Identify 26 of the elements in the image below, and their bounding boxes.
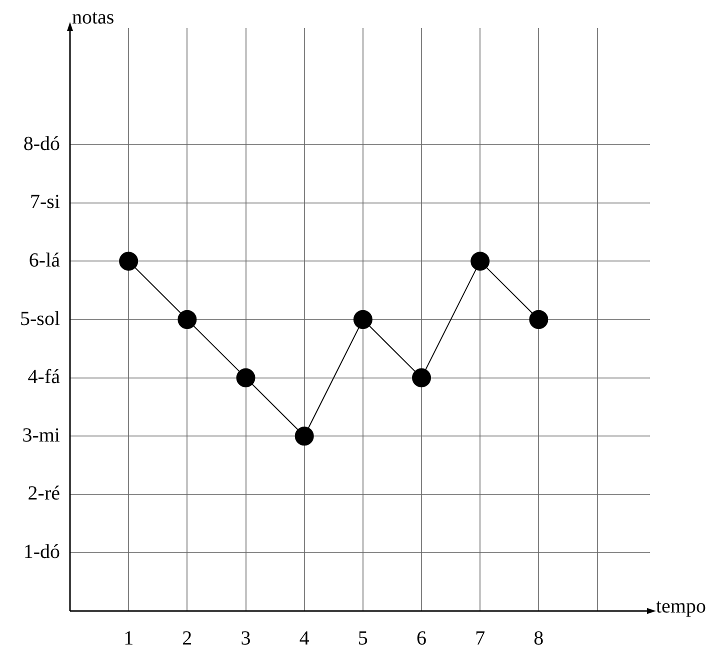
- y-tick-label: 3-mi: [22, 424, 60, 446]
- y-tick-label: 2-ré: [28, 482, 60, 505]
- point: [529, 310, 548, 329]
- point: [353, 310, 372, 329]
- y-tick-label: 5-sol: [20, 308, 60, 330]
- y-axis-title: notas: [72, 6, 114, 28]
- point: [119, 252, 138, 271]
- x-axis-title: tempo: [656, 595, 706, 618]
- x-tick-label: 7: [475, 627, 486, 650]
- x-tick-label: 5: [358, 627, 368, 650]
- x-tick-label: 4: [299, 627, 310, 650]
- x-tick-label: 1: [124, 627, 134, 650]
- y-tick-label: 7-si: [30, 191, 60, 214]
- y-tick-label: 4-fá: [28, 366, 60, 388]
- x-tick-label: 8: [534, 627, 544, 650]
- x-tick-label: 2: [182, 627, 192, 650]
- y-tick-label: 6-lá: [28, 249, 60, 272]
- point: [470, 252, 490, 271]
- y-tick-label: 8-dó: [23, 132, 60, 155]
- x-tick-label: 3: [240, 627, 251, 650]
- point: [236, 368, 256, 388]
- point: [412, 368, 432, 388]
- point: [294, 426, 314, 446]
- point: [178, 310, 197, 329]
- y-tick-label: 1-dó: [23, 540, 60, 563]
- x-tick-label: 6: [416, 627, 427, 650]
